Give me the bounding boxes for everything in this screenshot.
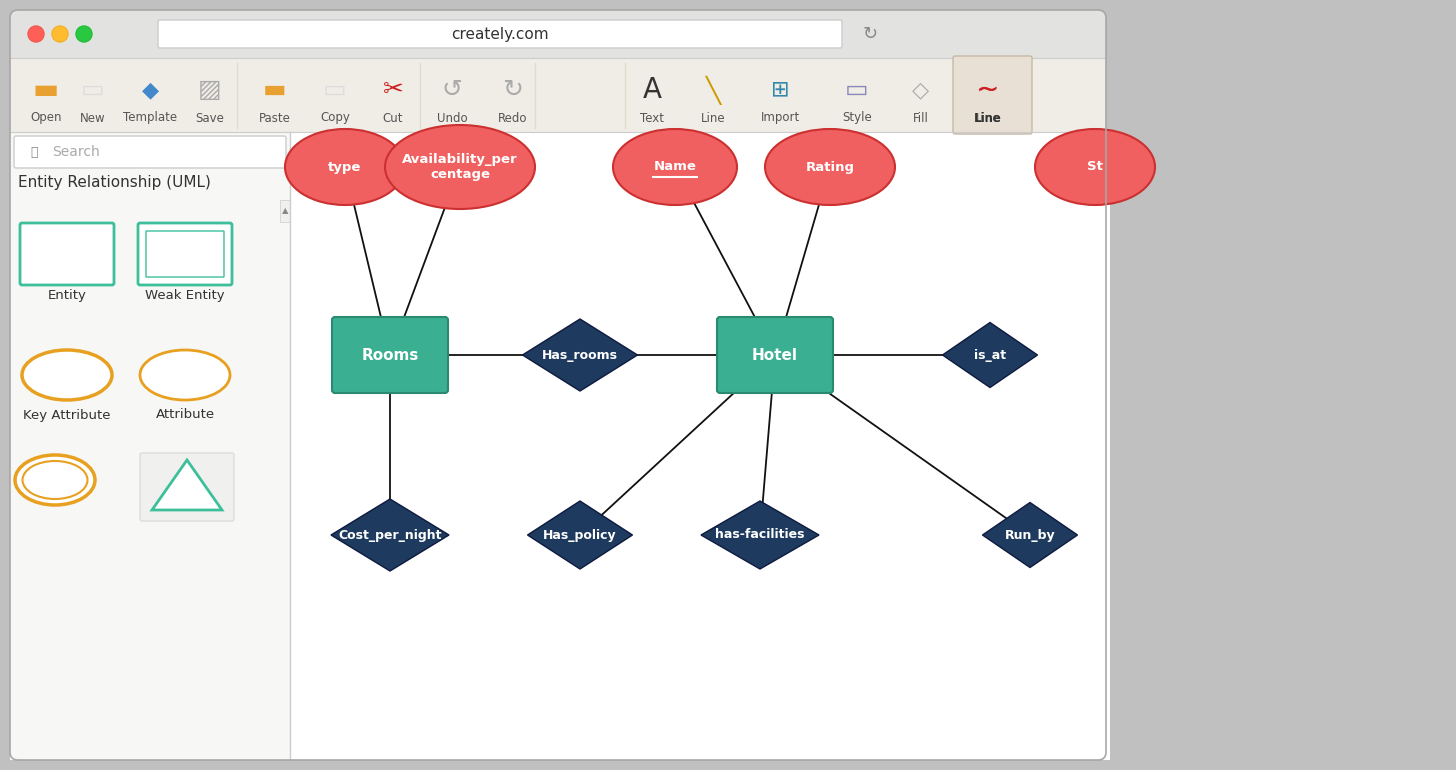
Text: ↻: ↻ <box>862 25 878 43</box>
Text: has-facilities: has-facilities <box>715 528 805 541</box>
Bar <box>290 132 1109 760</box>
Text: Copy: Copy <box>320 112 349 125</box>
Text: Fill: Fill <box>913 112 929 125</box>
Polygon shape <box>331 499 448 571</box>
Text: Redo: Redo <box>498 112 527 125</box>
Text: New: New <box>80 112 106 125</box>
Text: Attribute: Attribute <box>156 409 214 421</box>
FancyBboxPatch shape <box>15 136 285 168</box>
Polygon shape <box>527 501 632 569</box>
Text: ⊞: ⊞ <box>770 80 789 100</box>
Ellipse shape <box>1035 129 1155 205</box>
Text: ↻: ↻ <box>502 78 524 102</box>
Text: creately.com: creately.com <box>451 26 549 42</box>
Text: Run_by: Run_by <box>1005 528 1056 541</box>
Polygon shape <box>942 323 1038 387</box>
Bar <box>10 132 290 760</box>
Text: ╲: ╲ <box>706 75 721 105</box>
Text: Cost_per_night: Cost_per_night <box>338 528 441 541</box>
Text: 🔍: 🔍 <box>31 146 38 159</box>
Text: Line: Line <box>976 112 1000 125</box>
Text: Weak Entity: Weak Entity <box>146 289 224 302</box>
Text: Undo: Undo <box>437 112 467 125</box>
FancyBboxPatch shape <box>138 223 232 285</box>
FancyBboxPatch shape <box>954 56 1032 134</box>
FancyBboxPatch shape <box>20 223 114 285</box>
Ellipse shape <box>613 129 737 205</box>
Text: Entity: Entity <box>48 289 86 302</box>
Text: Style: Style <box>842 112 872 125</box>
Text: Line: Line <box>974 112 1002 125</box>
Text: ▬: ▬ <box>33 76 60 104</box>
Text: ▭: ▭ <box>323 78 347 102</box>
Text: ▭: ▭ <box>82 78 105 102</box>
Text: Save: Save <box>195 112 224 125</box>
Text: Rating: Rating <box>805 160 855 173</box>
Text: is_at: is_at <box>974 349 1006 361</box>
Text: St: St <box>1088 160 1104 173</box>
Text: ↺: ↺ <box>441 78 463 102</box>
Text: ◇: ◇ <box>913 80 929 100</box>
Ellipse shape <box>22 350 112 400</box>
Text: Template: Template <box>122 112 178 125</box>
FancyBboxPatch shape <box>10 10 1107 58</box>
Bar <box>10 40 1107 58</box>
Text: type: type <box>328 160 361 173</box>
FancyBboxPatch shape <box>332 317 448 393</box>
Ellipse shape <box>285 129 405 205</box>
Text: Rooms: Rooms <box>361 347 419 363</box>
Text: Has_policy: Has_policy <box>543 528 617 541</box>
Text: Import: Import <box>760 112 799 125</box>
Ellipse shape <box>764 129 895 205</box>
Bar <box>280 200 290 222</box>
Circle shape <box>28 26 44 42</box>
Text: Line: Line <box>700 112 725 125</box>
Polygon shape <box>700 501 818 569</box>
Text: Entity Relationship (UML): Entity Relationship (UML) <box>17 176 211 190</box>
Text: Name: Name <box>654 160 696 173</box>
Text: Key Attribute: Key Attribute <box>23 409 111 421</box>
Text: Paste: Paste <box>259 112 291 125</box>
Text: ◆: ◆ <box>141 80 159 100</box>
Ellipse shape <box>384 125 534 209</box>
Text: ▨: ▨ <box>198 78 221 102</box>
Text: ▭: ▭ <box>844 78 869 102</box>
Text: Availability_per
centage: Availability_per centage <box>402 153 518 181</box>
FancyBboxPatch shape <box>716 317 833 393</box>
Polygon shape <box>983 503 1077 567</box>
Text: Search: Search <box>52 145 100 159</box>
FancyBboxPatch shape <box>140 453 234 521</box>
Ellipse shape <box>140 350 230 400</box>
Circle shape <box>76 26 92 42</box>
FancyBboxPatch shape <box>159 20 842 48</box>
Text: A: A <box>642 76 661 104</box>
Text: Has_rooms: Has_rooms <box>542 349 617 361</box>
Polygon shape <box>523 319 638 391</box>
Ellipse shape <box>15 455 95 505</box>
Polygon shape <box>151 460 221 510</box>
FancyBboxPatch shape <box>10 10 1107 760</box>
Text: ✂: ✂ <box>383 78 403 102</box>
Text: Cut: Cut <box>383 112 403 125</box>
Bar <box>10 58 1107 132</box>
Text: ~: ~ <box>977 78 999 102</box>
Ellipse shape <box>22 461 87 499</box>
Text: ~: ~ <box>977 76 1000 104</box>
Text: ▬: ▬ <box>264 78 287 102</box>
Text: Text: Text <box>641 112 664 125</box>
Circle shape <box>52 26 68 42</box>
Text: ▲: ▲ <box>282 206 288 216</box>
Text: Open: Open <box>31 112 61 125</box>
Text: Hotel: Hotel <box>751 347 798 363</box>
